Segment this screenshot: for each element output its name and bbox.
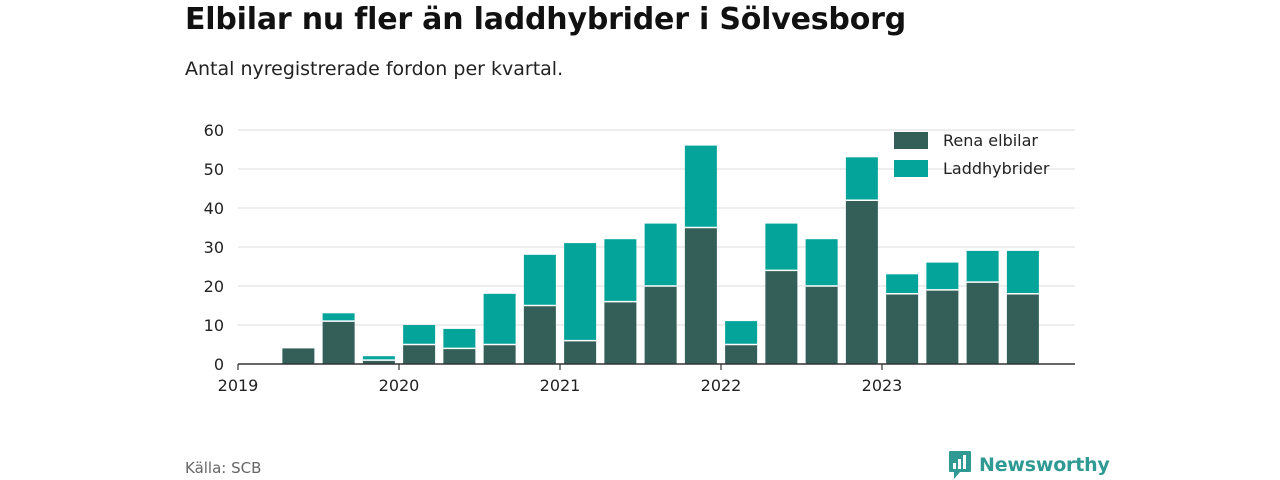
x-tick-label: 2020 bbox=[379, 376, 420, 395]
brand-name: Newsworthy bbox=[979, 454, 1110, 476]
bar-rena-elbilar bbox=[1006, 293, 1039, 364]
y-tick-label: 50 bbox=[204, 160, 224, 179]
y-axis-ticks: 0 10 20 30 40 50 60 bbox=[204, 121, 224, 374]
bar-laddhybrider bbox=[725, 321, 758, 345]
bar-laddhybrider bbox=[926, 262, 959, 290]
x-tick-label: 2019 bbox=[218, 376, 259, 395]
bar-rena-elbilar bbox=[564, 340, 597, 364]
bar-rena-elbilar bbox=[684, 227, 717, 364]
bar-laddhybrider bbox=[403, 325, 436, 345]
bar-laddhybrider bbox=[684, 145, 717, 228]
x-tick-label: 2021 bbox=[540, 376, 581, 395]
bar-rena-elbilar bbox=[725, 344, 758, 364]
bar-laddhybrider bbox=[443, 328, 476, 349]
bar-rena-elbilar bbox=[362, 360, 395, 364]
newsworthy-logo-icon bbox=[949, 451, 971, 479]
y-tick-label: 10 bbox=[204, 316, 224, 335]
y-tick-label: 60 bbox=[204, 121, 224, 140]
bar-rena-elbilar bbox=[322, 321, 355, 364]
bar-laddhybrider bbox=[765, 223, 798, 271]
bar-laddhybrider bbox=[1006, 250, 1039, 294]
legend-label: Laddhybrider bbox=[943, 159, 1050, 178]
bars bbox=[282, 145, 1039, 364]
bar-rena-elbilar bbox=[805, 286, 838, 364]
brand-logo: Newsworthy bbox=[948, 450, 1110, 480]
bar-laddhybrider bbox=[845, 157, 878, 201]
y-tick-label: 20 bbox=[204, 277, 224, 296]
chart-subtitle: Antal nyregistrerade fordon per kvartal. bbox=[185, 58, 564, 80]
bar-rena-elbilar bbox=[845, 200, 878, 364]
bar-rena-elbilar bbox=[443, 348, 476, 364]
bar-laddhybrider bbox=[483, 293, 516, 345]
y-tick-label: 40 bbox=[204, 199, 224, 218]
source-note: Källa: SCB bbox=[185, 459, 262, 477]
bar-rena-elbilar bbox=[966, 282, 999, 364]
bar-rena-elbilar bbox=[644, 286, 677, 364]
bar-laddhybrider bbox=[886, 274, 919, 294]
bar-rena-elbilar bbox=[604, 301, 637, 364]
bar-laddhybrider bbox=[966, 250, 999, 283]
bar-rena-elbilar bbox=[926, 289, 959, 364]
y-tick-label: 0 bbox=[214, 355, 224, 374]
bar-rena-elbilar bbox=[282, 348, 315, 364]
bar-rena-elbilar bbox=[765, 270, 798, 364]
bar-rena-elbilar bbox=[403, 344, 436, 364]
x-tick-label: 2023 bbox=[862, 376, 903, 395]
y-tick-label: 30 bbox=[204, 238, 224, 257]
bar-laddhybrider bbox=[604, 239, 637, 302]
legend-swatch bbox=[894, 132, 928, 149]
legend-swatch bbox=[894, 160, 928, 177]
legend-label: Rena elbilar bbox=[943, 131, 1038, 150]
bar-rena-elbilar bbox=[523, 305, 556, 364]
bar-laddhybrider bbox=[805, 239, 838, 286]
bar-laddhybrider bbox=[564, 243, 597, 341]
bar-laddhybrider bbox=[362, 356, 395, 361]
x-tick-label: 2022 bbox=[701, 376, 742, 395]
bar-laddhybrider bbox=[523, 254, 556, 306]
bar-laddhybrider bbox=[322, 313, 355, 322]
bar-rena-elbilar bbox=[483, 344, 516, 364]
x-axis-ticks: 2019 2020 2021 2022 2023 bbox=[218, 364, 903, 395]
legend: Rena elbilar Laddhybrider bbox=[894, 131, 1050, 178]
bar-rena-elbilar bbox=[886, 293, 919, 364]
bar-laddhybrider bbox=[644, 223, 677, 286]
chart-title: Elbilar nu fler än laddhybrider i Sölves… bbox=[185, 2, 906, 37]
